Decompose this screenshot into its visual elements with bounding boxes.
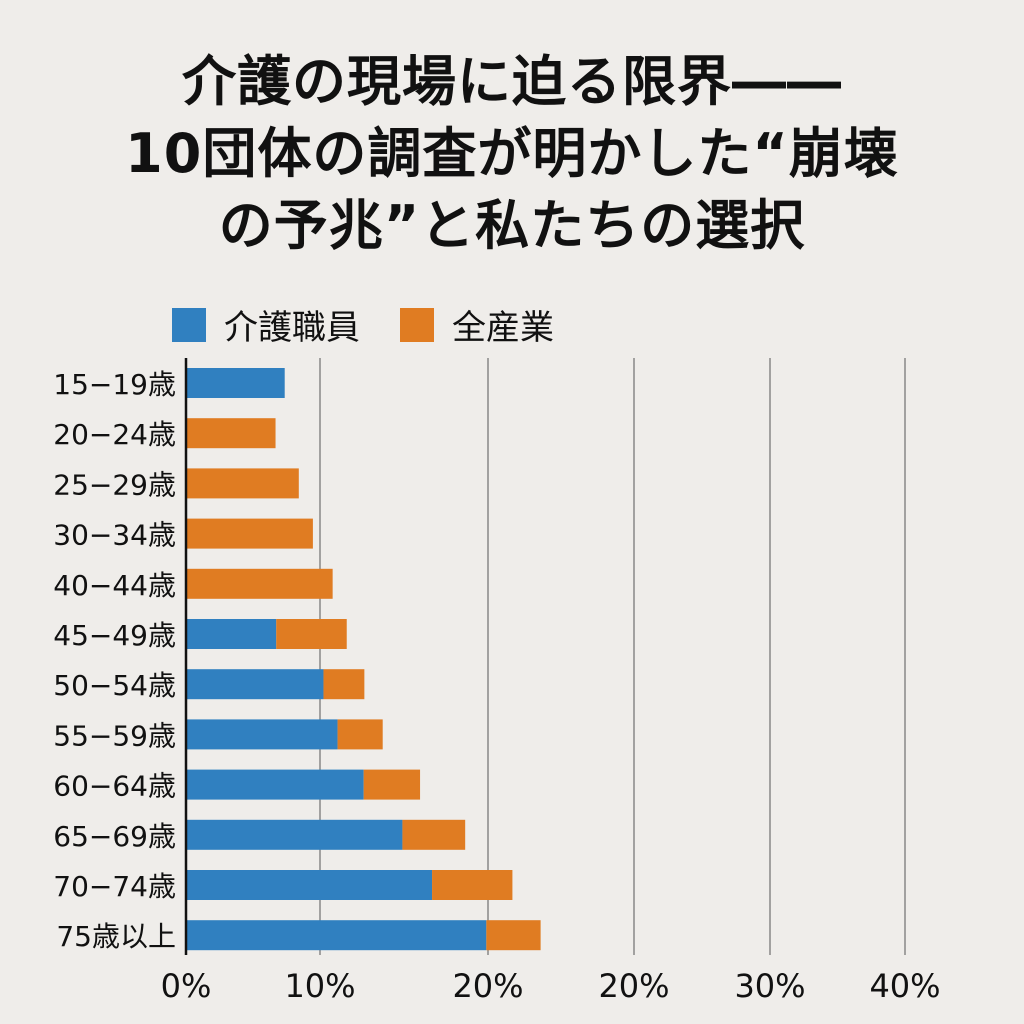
category-label: 50−54歳 <box>53 669 176 702</box>
category-label: 20−24歳 <box>53 418 176 451</box>
x-tick-label: 0% <box>161 967 212 1005</box>
category-label: 40−44歳 <box>53 569 176 602</box>
bar-all-industries <box>363 769 421 800</box>
category-label: 15−19歳 <box>53 368 176 401</box>
category-label: 45−49歳 <box>53 619 176 652</box>
legend: 介護職員 全産業 <box>172 300 594 349</box>
bar-all-industries <box>186 518 313 549</box>
category-label: 25−29歳 <box>53 468 176 501</box>
category-label: 65−69歳 <box>53 820 176 853</box>
bar-care-staff <box>186 769 364 800</box>
title-line-2: 10団体の調査が明かした“崩壊 <box>125 122 899 185</box>
category-label: 75歳以上 <box>56 920 176 953</box>
legend-swatch-care-staff <box>172 307 206 342</box>
x-tick-label: 20% <box>598 967 669 1005</box>
bar-all-industries <box>186 418 276 449</box>
legend-label-all-industries: 全産業 <box>452 308 554 348</box>
bar-all-industries <box>276 619 347 649</box>
x-tick-label: 40% <box>869 967 940 1005</box>
category-label: 60−64歳 <box>53 770 176 803</box>
bar-care-staff <box>186 368 285 398</box>
bar-all-industries <box>323 669 365 700</box>
category-label: 55−59歳 <box>53 719 176 752</box>
title-line-1: 介護の現場に迫る限界―― <box>182 50 842 113</box>
x-tick-label: 30% <box>734 967 805 1005</box>
bar-care-staff <box>186 619 277 649</box>
bar-all-industries <box>337 719 383 750</box>
legend-swatch-all-industries <box>400 307 434 342</box>
bar-care-staff <box>186 920 487 951</box>
bar-care-staff <box>186 870 433 900</box>
bar-all-industries <box>486 920 541 951</box>
bar-care-staff <box>186 819 403 850</box>
x-tick-label: 10% <box>284 967 355 1005</box>
bar-care-staff <box>186 669 324 700</box>
category-label: 70−74歳 <box>53 870 176 903</box>
category-label: 30−34歳 <box>53 519 176 552</box>
bar-care-staff <box>186 719 338 750</box>
legend-item-care-staff: 介護職員 <box>172 300 360 349</box>
bar-all-industries <box>432 870 513 900</box>
x-tick-label: 20% <box>452 967 523 1005</box>
chart-title: 介護の現場に迫る限界―― 10団体の調査が明かした“崩壊 の予兆”と私たちの選択 <box>0 46 1024 262</box>
bar-all-industries <box>186 468 299 499</box>
legend-label-care-staff: 介護職員 <box>224 308 360 348</box>
legend-item-all-industries: 全産業 <box>400 300 554 349</box>
title-line-3: の予兆”と私たちの選択 <box>218 194 806 257</box>
bar-all-industries <box>186 568 333 599</box>
bar-all-industries <box>402 819 466 850</box>
